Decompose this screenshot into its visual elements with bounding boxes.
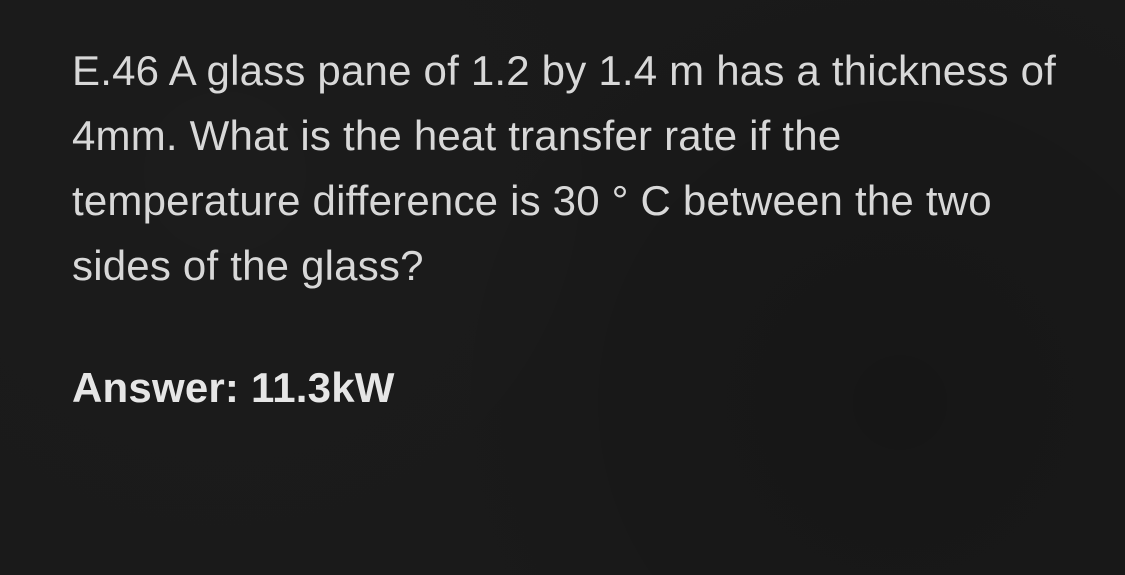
problem-text: E.46 A glass pane of 1.2 by 1.4 m has a … <box>72 38 1065 298</box>
answer-text: Answer: 11.3kW <box>72 356 1065 419</box>
